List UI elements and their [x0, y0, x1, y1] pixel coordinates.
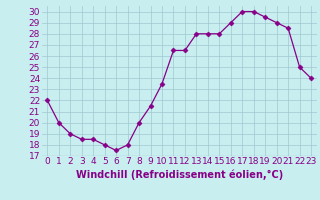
- X-axis label: Windchill (Refroidissement éolien,°C): Windchill (Refroidissement éolien,°C): [76, 169, 283, 180]
